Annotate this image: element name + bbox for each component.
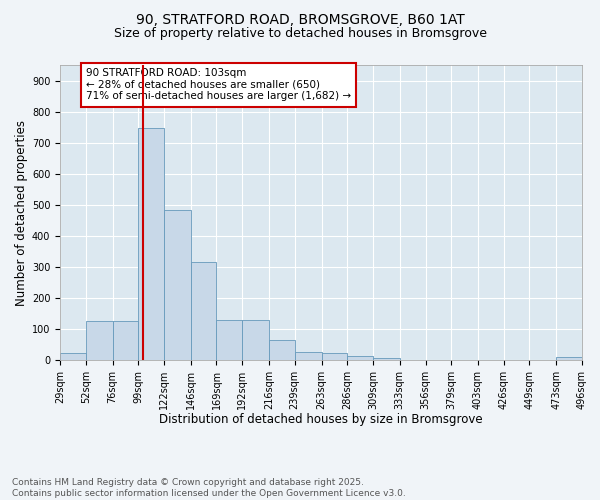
Text: 90, STRATFORD ROAD, BROMSGROVE, B60 1AT: 90, STRATFORD ROAD, BROMSGROVE, B60 1AT [136,12,464,26]
X-axis label: Distribution of detached houses by size in Bromsgrove: Distribution of detached houses by size … [159,414,483,426]
Bar [242,320,269,360]
Bar [322,353,347,360]
Text: 90 STRATFORD ROAD: 103sqm
← 28% of detached houses are smaller (650)
71% of semi: 90 STRATFORD ROAD: 103sqm ← 28% of detac… [86,68,351,102]
Bar [373,358,400,360]
Bar [191,262,217,360]
Bar [269,340,295,360]
Bar [164,210,191,360]
Text: Contains HM Land Registry data © Crown copyright and database right 2025.
Contai: Contains HM Land Registry data © Crown c… [12,478,406,498]
Bar [113,321,138,360]
Text: Size of property relative to detached houses in Bromsgrove: Size of property relative to detached ho… [113,28,487,40]
Bar [347,356,373,360]
Bar [217,320,242,360]
Bar [295,352,322,360]
Bar [86,321,113,360]
Bar [60,353,86,360]
Bar [138,128,164,360]
Y-axis label: Number of detached properties: Number of detached properties [14,120,28,306]
Bar [556,357,582,360]
